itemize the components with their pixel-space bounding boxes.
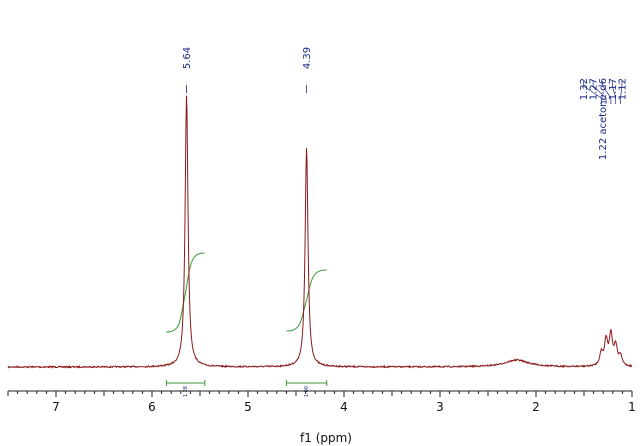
multiplet-label: 1.12	[617, 78, 628, 100]
integral-curve	[286, 269, 327, 332]
x-axis: 7 6 5 4 3 2 1	[7, 390, 636, 414]
multiplet-leader	[602, 81, 612, 104]
x-axis-title: f1 (ppm)	[300, 431, 352, 445]
x-tick-label: 3	[436, 400, 444, 414]
peak-label: 5.64	[182, 47, 193, 69]
x-tick-label: 1	[628, 400, 636, 414]
spectrum-line	[7, 95, 633, 369]
integral-value: 1.28	[183, 386, 189, 397]
x-tick-label: 5	[244, 400, 252, 414]
multiplet-label: 1.27	[589, 78, 600, 100]
multiplet-leader	[620, 81, 623, 104]
multiplet-leader	[611, 81, 617, 104]
multiplet-leader	[583, 81, 602, 104]
multiplet-label: 1.22 acetone-d6	[598, 78, 609, 160]
multiplet-leader	[592, 81, 607, 104]
multiplet-label: 1.32	[579, 78, 590, 100]
peak-labels: 5.64 4.391.321.271.22 acetone-d61.171.12	[182, 47, 628, 160]
x-tick-label: 7	[52, 400, 60, 414]
integral-curve	[166, 252, 205, 333]
x-tick-label: 2	[532, 400, 540, 414]
integral-value: 1.00	[304, 386, 310, 397]
integral-curves	[166, 252, 327, 333]
x-tick-label: 6	[148, 400, 156, 414]
integral-brackets: 1.28 1.00	[165, 380, 328, 397]
x-tick-label: 4	[340, 400, 348, 414]
peak-label: 4.39	[302, 47, 313, 69]
